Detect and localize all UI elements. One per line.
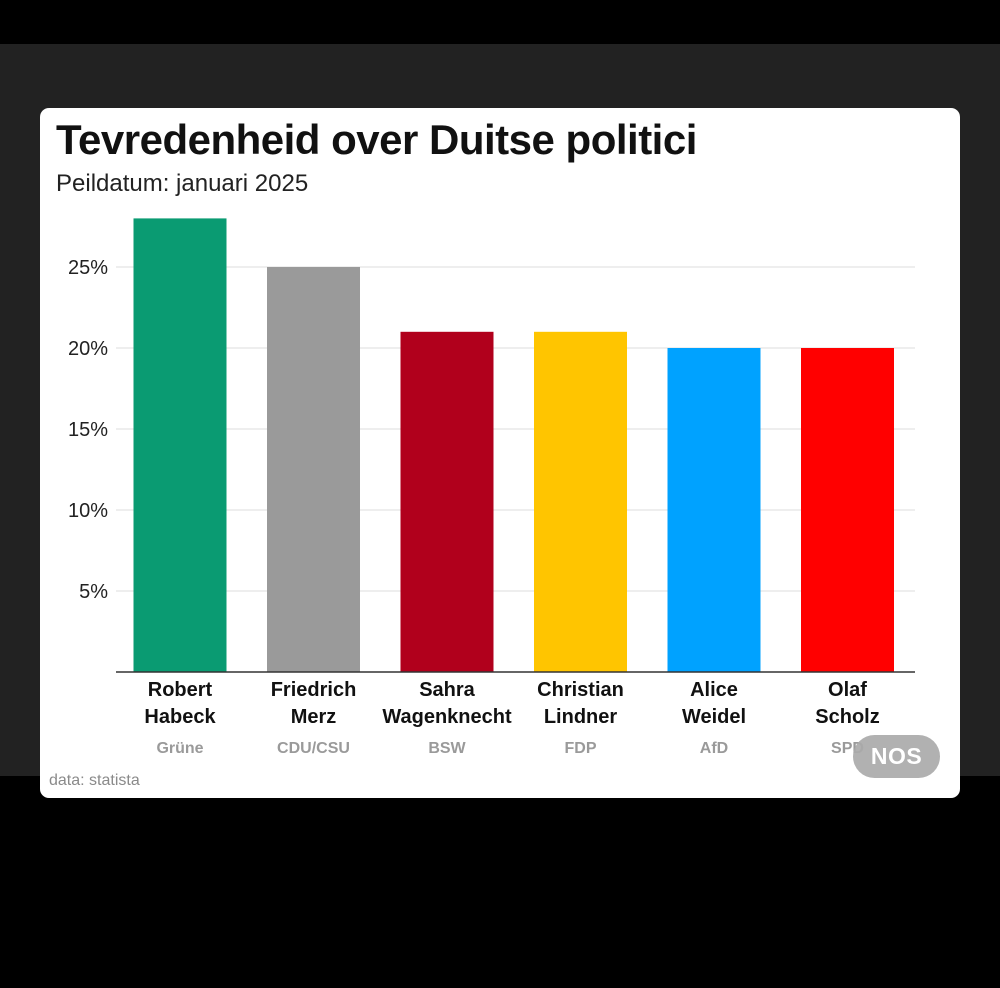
x-label-name: Olaf (828, 679, 867, 701)
x-label-name: Christian (537, 679, 624, 701)
y-tick-label: 20% (68, 338, 108, 360)
grid-lines (116, 266, 915, 592)
y-axis-ticks: 5% 10% 15% 20% 25% (68, 257, 108, 603)
y-tick-label: 10% (68, 500, 108, 522)
y-tick-label: 15% (68, 419, 108, 441)
y-tick-label: 25% (68, 257, 108, 279)
x-label-party: AfD (700, 740, 728, 757)
bar-grne (133, 218, 227, 672)
bars (133, 218, 894, 672)
chart-card: Tevredenheid over Duitse politici Peilda… (40, 108, 960, 798)
chart-title: Tevredenheid over Duitse politici (56, 116, 697, 163)
x-label-name: Sahra (419, 679, 475, 701)
bar-chart: 5% 10% 15% 20% 25% Robert Habeck Grüne Friedric… (68, 218, 915, 757)
x-label-name: Scholz (815, 706, 879, 728)
x-label-party: Grüne (156, 740, 203, 757)
y-tick-label: 5% (79, 581, 108, 603)
source-note: data: statista (49, 772, 140, 789)
chart-subtitle: Peildatum: januari 2025 (56, 170, 309, 197)
x-label-name: Weidel (682, 706, 746, 728)
nos-logo: NOS (853, 735, 940, 778)
x-axis-labels: Robert Habeck Grüne Friedrich Merz CDU/CSU Sah… (144, 679, 879, 757)
x-label-name: Merz (291, 706, 337, 728)
bar-afd (667, 348, 761, 672)
x-label-name: Robert (148, 679, 213, 701)
x-label-name: Wagenknecht (382, 706, 512, 728)
x-label-party: BSW (428, 740, 466, 757)
bar-bsw (400, 331, 494, 672)
x-label-party: CDU/CSU (277, 740, 350, 757)
x-label-name: Friedrich (271, 679, 357, 701)
bar-fdp (534, 331, 627, 672)
x-label-party: FDP (565, 740, 597, 757)
bar-spd (801, 348, 894, 672)
background-band: Tevredenheid over Duitse politici Peilda… (0, 44, 1000, 798)
x-label-name: Alice (690, 679, 738, 701)
x-label-name: Lindner (544, 706, 618, 728)
x-label-name: Habeck (144, 706, 216, 728)
bar-cducsu (267, 267, 360, 672)
